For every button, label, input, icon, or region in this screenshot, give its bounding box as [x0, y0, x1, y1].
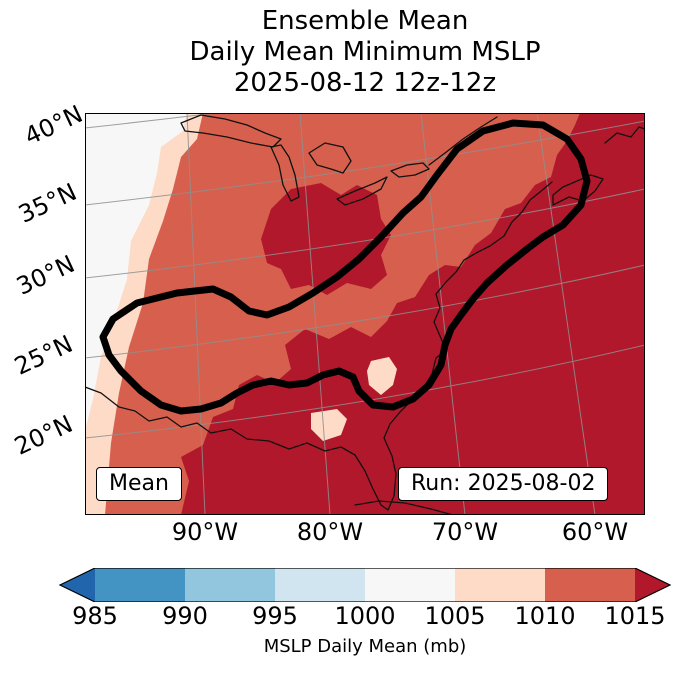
- colorbar-seg-985-990: [95, 568, 185, 602]
- cbar-tick-1010: 1010: [514, 602, 576, 630]
- ensemble-contour-outline: [99, 119, 591, 415]
- colorbar-outline: [58, 568, 672, 602]
- coast-gulf-st-lawrence: [604, 126, 645, 144]
- cbar-tick-985: 985: [72, 602, 118, 630]
- lat-tick-20n: 20°N: [10, 409, 77, 461]
- coast-nova-scotia: [552, 174, 604, 206]
- cbar-tick-990: 990: [162, 602, 208, 630]
- lake-erie: [336, 176, 388, 206]
- graticule: [85, 113, 645, 515]
- lon-tick-80w: 80°W: [296, 518, 364, 546]
- lat-tick-30n: 30°N: [12, 249, 79, 301]
- lake-huron: [308, 142, 352, 174]
- colorbar-seg-1010-1015: [545, 568, 635, 602]
- lake-michigan: [270, 144, 300, 202]
- lon-tick-60w: 60°W: [561, 518, 629, 546]
- colorbar: [58, 568, 672, 602]
- meridian-60w: [536, 113, 596, 515]
- lake-superior: [180, 114, 282, 148]
- region-1005-1010-gulf-coast: [311, 409, 347, 441]
- mean-badge: Mean: [96, 467, 182, 501]
- colorbar-extend-left: [60, 568, 95, 602]
- region-gt-1015-ohio-valley: [261, 183, 391, 295]
- coast-gulf-eastcoast: [85, 181, 553, 511]
- meridian-80w: [299, 113, 331, 515]
- lat-tick-35n: 35°N: [14, 177, 81, 229]
- colorbar-axis-label: MSLP Daily Mean (mb): [263, 636, 467, 657]
- colorbar-seg-995-1000: [275, 568, 365, 602]
- mslp-map: [85, 113, 645, 515]
- title-line-2: Daily Mean Minimum MSLP: [189, 37, 541, 67]
- run-badge: Run: 2025-08-02: [398, 467, 609, 501]
- title-line-1: Ensemble Mean: [261, 6, 469, 36]
- st-lawrence-river: [428, 116, 498, 166]
- lon-tick-70w: 70°W: [431, 518, 499, 546]
- colorbar-seg-1005-1010: [455, 568, 545, 602]
- cbar-tick-1000: 1000: [334, 602, 396, 630]
- region-1005-1010-carolinas: [367, 357, 397, 395]
- cbar-tick-995: 995: [252, 602, 298, 630]
- lake-ontario: [390, 162, 430, 178]
- lon-tick-90w: 90°W: [171, 518, 239, 546]
- colorbar-seg-990-995: [185, 568, 275, 602]
- region-gt-1015-main: [181, 113, 645, 515]
- meridian-70w: [420, 113, 466, 515]
- region-1000-1005-northwest: [85, 113, 187, 431]
- title-line-3: 2025-08-12 12z-12z: [233, 68, 497, 98]
- cbar-tick-1015: 1015: [604, 602, 666, 630]
- parallel-25n: [85, 264, 645, 359]
- meridian-90w: [186, 113, 206, 515]
- parallel-40n: [85, 113, 220, 129]
- cbar-tick-1005: 1005: [424, 602, 486, 630]
- parallel-20n: [85, 344, 645, 439]
- lat-tick-40n: 40°N: [20, 99, 87, 151]
- map-spine: [85, 113, 645, 515]
- parallel-35n: [85, 120, 645, 206]
- lat-tick-25n: 25°N: [10, 329, 77, 381]
- colorbar-extend-right: [635, 568, 670, 602]
- coast-cuba: [354, 500, 454, 515]
- colorbar-seg-1000-1005: [365, 568, 455, 602]
- figure-title: Ensemble Mean Daily Mean Minimum MSLP 20…: [85, 6, 645, 99]
